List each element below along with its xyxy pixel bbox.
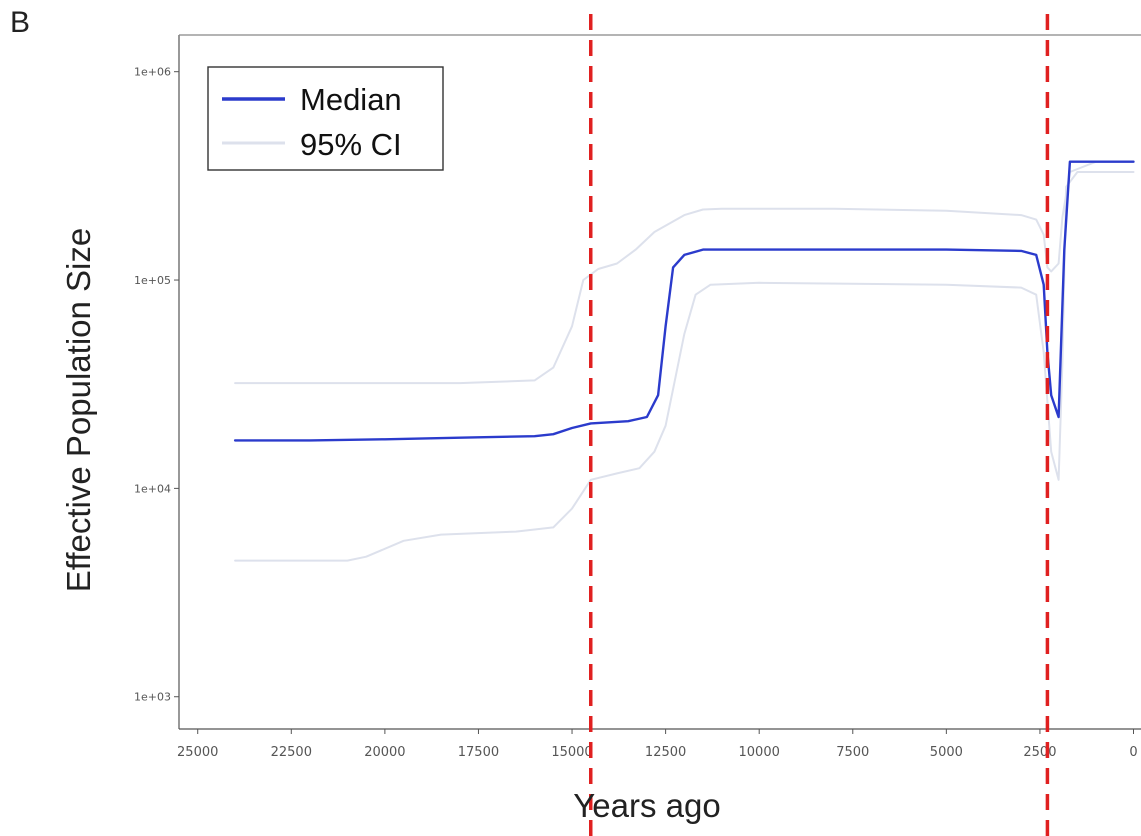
y-tick-label: 1e+04 xyxy=(134,482,171,495)
x-tick-label: 15000 xyxy=(551,745,592,760)
reference-lines xyxy=(589,14,1050,836)
ci-upper-line xyxy=(234,160,1135,385)
y-axis-title: Effective Population Size xyxy=(60,228,97,592)
y-tick-label: 1e+05 xyxy=(134,274,171,287)
legend-label-median: Median xyxy=(300,82,402,117)
legend: Median 95% CI xyxy=(207,66,444,171)
x-tick-label: 10000 xyxy=(739,745,780,760)
x-tick-label: 0 xyxy=(1129,745,1137,760)
x-axis-title: Years ago xyxy=(573,787,720,824)
legend-box xyxy=(207,66,444,171)
x-tick-label: 25000 xyxy=(177,745,218,760)
legend-label-ci: 95% CI xyxy=(300,127,402,162)
median-line xyxy=(233,160,1135,442)
axis-ticks: 25000 22500 20000 17500 15000 12500 10000 7500 5… xyxy=(134,66,1138,760)
panel-label: B xyxy=(10,6,31,39)
y-tick-label: 1e+06 xyxy=(134,66,171,79)
x-tick-label: 2500 xyxy=(1023,745,1056,760)
x-tick-label: 17500 xyxy=(458,745,499,760)
x-tick-label: 12500 xyxy=(645,745,686,760)
y-tick-label: 1e+03 xyxy=(134,691,171,704)
x-tick-label: 20000 xyxy=(364,745,405,760)
series-layer xyxy=(233,160,1135,562)
x-tick-label: 22500 xyxy=(271,745,312,760)
x-tick-label: 5000 xyxy=(930,745,963,760)
ci-lower-line xyxy=(234,171,1135,562)
x-tick-label: 7500 xyxy=(836,745,869,760)
